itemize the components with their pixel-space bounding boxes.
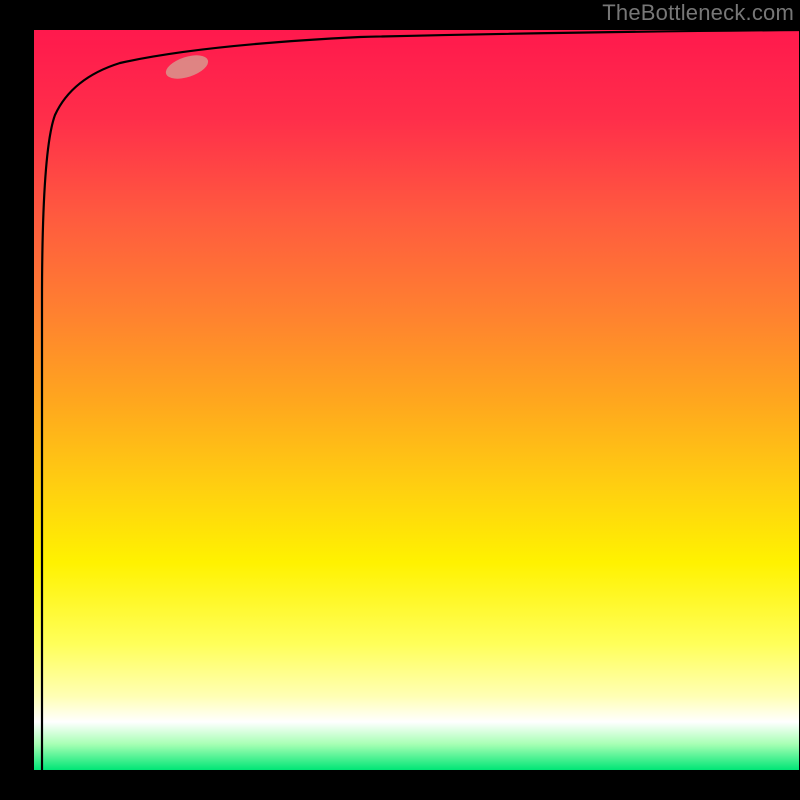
chart-canvas xyxy=(0,0,800,800)
plot-area xyxy=(34,30,799,770)
watermark-label: TheBottleneck.com xyxy=(602,0,794,26)
bottleneck-chart: TheBottleneck.com xyxy=(0,0,800,800)
